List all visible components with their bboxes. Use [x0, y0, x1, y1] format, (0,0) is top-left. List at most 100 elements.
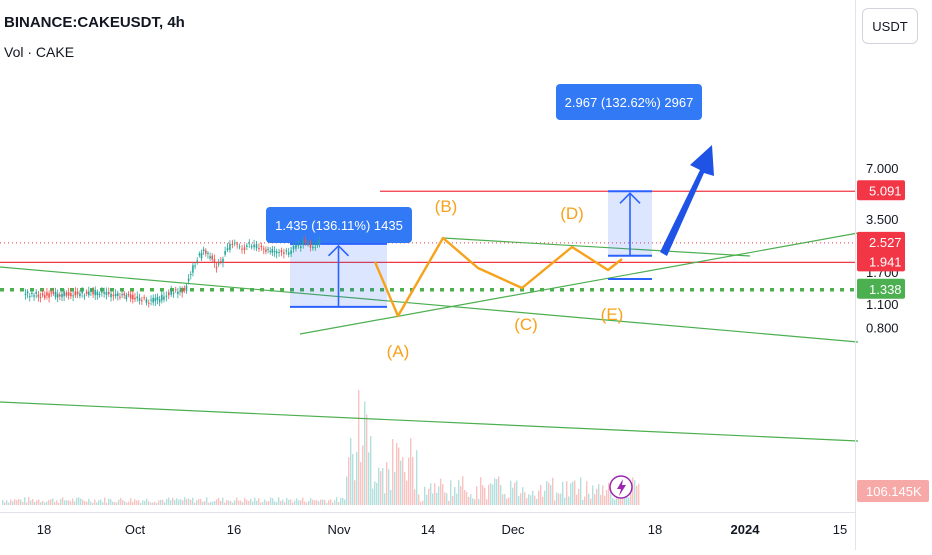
candle-body — [262, 248, 265, 250]
volume-bar — [266, 501, 268, 505]
volume-bar — [350, 438, 352, 505]
volume-bar — [418, 494, 420, 505]
volume-bar — [236, 497, 238, 505]
volume-bar — [330, 499, 332, 505]
volume-bar — [238, 500, 240, 505]
volume-bar — [128, 501, 130, 505]
volume-bar — [52, 498, 54, 505]
volume-bar — [54, 502, 56, 505]
candle-body — [110, 293, 112, 298]
volume-bar — [122, 500, 124, 505]
volume-bar — [634, 480, 636, 505]
volume-bar — [280, 500, 282, 505]
volume-bar — [226, 500, 228, 505]
volume-bar — [44, 502, 46, 505]
volume-bar — [312, 499, 314, 505]
volume-bar — [184, 497, 186, 505]
volume-bar — [290, 499, 292, 505]
volume-bar — [92, 502, 94, 505]
volume-bar — [80, 498, 82, 505]
volume-bar — [132, 502, 134, 505]
candle-body — [253, 244, 255, 248]
volume-bar — [246, 499, 248, 505]
volume-bar — [156, 502, 158, 505]
volume-bar — [250, 498, 252, 505]
volume-bar — [62, 497, 64, 505]
wave-label: (B) — [435, 197, 458, 216]
volume-bar — [76, 497, 78, 505]
volume-bar — [410, 438, 412, 505]
volume-bar — [194, 502, 196, 505]
candle-body — [318, 240, 321, 245]
volume-bar — [176, 498, 178, 505]
candle-body — [65, 292, 68, 296]
volume-bar — [138, 500, 140, 505]
volume-bar — [2, 500, 4, 505]
volume-bar — [610, 489, 612, 505]
volume-bar — [572, 481, 574, 505]
candle-body — [125, 295, 128, 300]
volume-bar — [28, 497, 30, 505]
volume-bar — [16, 500, 18, 505]
volume-bar — [288, 499, 290, 505]
volume-bar — [630, 488, 632, 505]
candle-body — [132, 294, 134, 300]
volume-bar — [66, 500, 68, 505]
volume-bar — [46, 501, 48, 505]
candle-body — [183, 288, 186, 291]
candle-body — [222, 258, 224, 263]
volume-bar — [116, 502, 118, 505]
volume-bar — [10, 499, 12, 505]
volume-bar — [88, 498, 90, 505]
volume-bar — [6, 500, 8, 505]
volume-bar — [334, 500, 336, 505]
candle-body — [103, 292, 105, 294]
candle-body — [211, 255, 214, 260]
volume-bar — [64, 500, 66, 505]
volume-bar — [158, 500, 160, 505]
volume-bar — [170, 500, 172, 505]
candle-body — [314, 247, 317, 249]
volume-bar — [352, 454, 354, 505]
candle-body — [185, 285, 188, 291]
volume-bar — [18, 498, 20, 505]
volume-bar — [174, 500, 176, 505]
time-tick-label: Dec — [501, 522, 525, 537]
volume-bar — [70, 501, 72, 505]
candle-body — [170, 289, 172, 295]
volume-bar — [294, 500, 296, 505]
volume-bar — [464, 489, 466, 505]
volume-bar — [460, 486, 462, 505]
volume-bar — [466, 491, 468, 505]
candle-body — [107, 292, 110, 295]
volume-bar — [596, 488, 598, 505]
volume-bar — [374, 481, 376, 505]
volume-bar — [636, 485, 638, 505]
volume-bar — [162, 499, 164, 505]
price-label-text: 1.338 — [869, 282, 902, 297]
wave-label: (A) — [387, 342, 410, 361]
candle-body — [172, 292, 175, 294]
volume-bar — [590, 498, 592, 505]
volume-bar — [526, 498, 528, 505]
candle-body — [154, 298, 157, 302]
volume-bar — [492, 484, 494, 505]
candle-body — [112, 294, 115, 297]
volume-bars — [2, 390, 640, 505]
volume-bar — [82, 499, 84, 505]
price-tick-label: 7.000 — [866, 161, 899, 176]
candle-body — [165, 295, 168, 297]
candle-body — [136, 296, 139, 299]
candle-body — [50, 292, 53, 294]
candle-body — [59, 294, 61, 297]
volume-bar — [42, 500, 44, 505]
volume-bar — [304, 501, 306, 505]
currency-button[interactable]: USDT — [862, 8, 918, 44]
time-tick-label: 16 — [227, 522, 241, 537]
volume-bar — [346, 476, 348, 505]
volume-bar — [8, 502, 10, 505]
volume-bar — [574, 480, 576, 505]
price-label-text: 2.527 — [869, 235, 902, 250]
